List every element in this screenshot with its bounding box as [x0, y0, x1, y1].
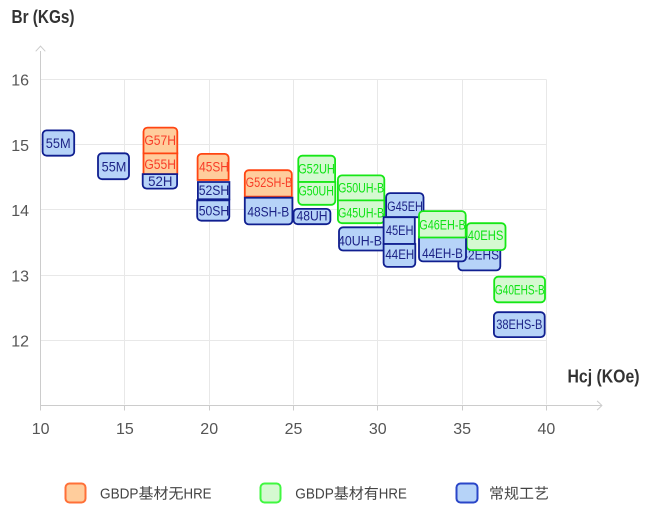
svg-text:45EH: 45EH	[386, 223, 414, 238]
svg-text:44EH-B: 44EH-B	[422, 246, 463, 261]
svg-text:Br (KGs): Br (KGs)	[12, 7, 75, 27]
svg-text:12: 12	[11, 334, 29, 351]
svg-text:20: 20	[200, 421, 218, 438]
svg-text:14: 14	[11, 203, 29, 220]
svg-text:16: 16	[11, 73, 29, 90]
svg-text:45SH: 45SH	[199, 159, 229, 174]
svg-text:35: 35	[453, 421, 471, 438]
svg-text:G45EH: G45EH	[387, 199, 423, 214]
svg-text:15: 15	[11, 138, 29, 155]
svg-text:42EHS: 42EHS	[461, 247, 499, 262]
svg-text:G46EH-B: G46EH-B	[419, 218, 466, 233]
svg-text:G50UH-B: G50UH-B	[338, 180, 384, 195]
svg-text:G57H: G57H	[144, 133, 176, 148]
svg-text:40UH-B: 40UH-B	[338, 233, 382, 248]
svg-text:52SH: 52SH	[199, 183, 230, 198]
svg-text:G52SH-B: G52SH-B	[246, 175, 293, 190]
svg-text:13: 13	[11, 268, 29, 285]
svg-text:15: 15	[116, 421, 134, 438]
svg-text:HRE: HRE	[379, 486, 407, 503]
svg-text:48UH: 48UH	[297, 208, 328, 223]
svg-text:48SH-B: 48SH-B	[247, 205, 289, 220]
svg-text:G52UH: G52UH	[298, 161, 335, 176]
svg-text:50SH: 50SH	[199, 204, 230, 219]
svg-text:55M: 55M	[102, 160, 127, 175]
svg-text:GBDP: GBDP	[100, 486, 139, 503]
svg-text:52H: 52H	[148, 174, 172, 189]
svg-text:44EH: 44EH	[385, 247, 414, 262]
svg-text:GBDP: GBDP	[295, 486, 334, 503]
svg-text:G40EHS-B: G40EHS-B	[495, 283, 545, 298]
svg-text:55M: 55M	[46, 136, 71, 151]
svg-text:30: 30	[369, 421, 387, 438]
svg-text:Hcj (KOe): Hcj (KOe)	[568, 367, 640, 387]
svg-text:G55H: G55H	[144, 157, 176, 172]
svg-text:40: 40	[538, 421, 556, 438]
svg-text:38EHS-B: 38EHS-B	[496, 317, 542, 332]
svg-text:G45UH-B: G45UH-B	[338, 206, 384, 221]
svg-text:25: 25	[285, 421, 303, 438]
svg-text:40EHS: 40EHS	[468, 228, 504, 243]
svg-text:G50UH: G50UH	[299, 184, 334, 199]
svg-text:10: 10	[32, 421, 50, 438]
svg-text:HRE: HRE	[184, 486, 212, 503]
